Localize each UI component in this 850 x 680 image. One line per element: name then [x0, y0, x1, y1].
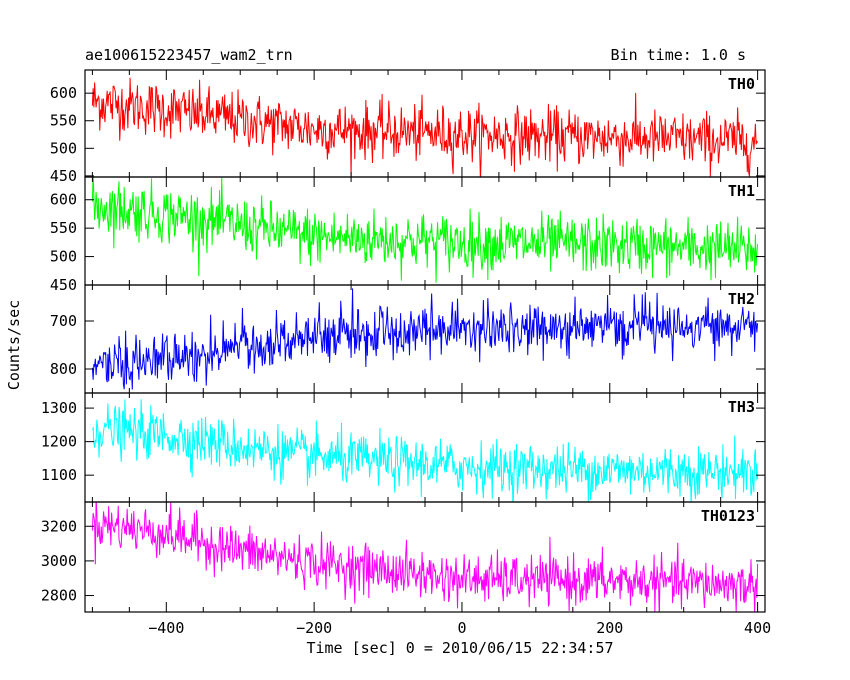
- y-tick-label: 550: [50, 112, 77, 130]
- y-tick-label: 450: [50, 276, 77, 294]
- x-tick-label: 0: [457, 619, 466, 637]
- x-tick-label: −400: [148, 619, 184, 637]
- panel-th0: 450 500 550 600 TH0: [50, 69, 766, 185]
- panel-frame: [84, 501, 766, 613]
- y-tick-label: 3000: [41, 552, 77, 570]
- panel-frame: [84, 284, 766, 394]
- y-tick-label: 600: [50, 84, 77, 102]
- y-tick-label: 450: [50, 167, 77, 185]
- series-th3: [91, 399, 759, 502]
- y-tick-label: 3200: [41, 517, 77, 535]
- y-tick-label: 1300: [41, 399, 77, 417]
- panel-frame: [84, 69, 766, 178]
- y-tick-label: 500: [50, 139, 77, 157]
- panel-name: TH0: [728, 75, 755, 93]
- y-tick-label: 600: [50, 191, 77, 209]
- y-tick-label: 1200: [41, 433, 77, 451]
- panel-name: TH0123: [701, 507, 755, 525]
- y-tick-label: 800: [50, 360, 77, 378]
- series-th0: [91, 77, 759, 177]
- panel-th1: 450 500 550 600 TH1: [50, 176, 766, 294]
- panels-group: 450 500 550 600 TH0 450 500 550 600 TH1 800 700 TH2 1…: [41, 69, 766, 613]
- chart-title: ae100615223457_wam2_trn: [85, 46, 293, 64]
- x-axis-label: Time [sec] 0 = 2010/06/15 22:34:57: [306, 639, 613, 657]
- panel-name: TH1: [728, 182, 755, 200]
- y-tick-label: 550: [50, 219, 77, 237]
- panel-frame: [84, 176, 766, 286]
- y-axis-label: Counts/sec: [5, 300, 23, 390]
- panel-name: TH3: [728, 398, 755, 416]
- y-tick-label: 700: [50, 312, 77, 330]
- series-th2: [91, 288, 759, 390]
- bin-time-label: Bin time: 1.0 s: [611, 46, 746, 64]
- y-tick-label: 500: [50, 248, 77, 266]
- x-tick-label: −200: [296, 619, 332, 637]
- panel-th3: 1100 1200 1300 TH3: [41, 392, 766, 503]
- panel-name: TH2: [728, 290, 755, 308]
- x-tick-label: 200: [596, 619, 623, 637]
- panel-th2: 800 700 TH2: [50, 284, 766, 394]
- y-tick-label: 2800: [41, 587, 77, 605]
- panel-th0123: 2800 3000 3200 TH0123: [41, 501, 766, 613]
- x-tick-label: 400: [744, 619, 771, 637]
- y-tick-label: 1100: [41, 466, 77, 484]
- series-th1: [91, 177, 759, 283]
- x-axis: −400 −200 0 200 400: [148, 619, 771, 637]
- series-th0123: [91, 502, 759, 612]
